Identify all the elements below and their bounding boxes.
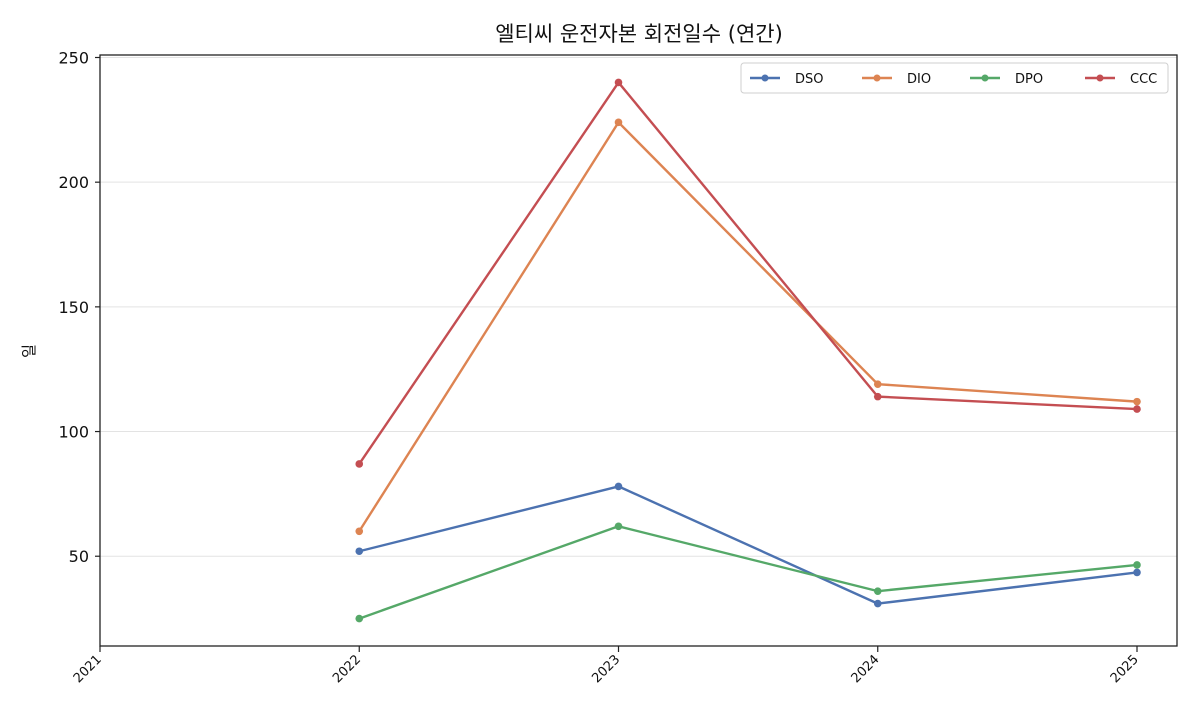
data-point-dio-2024 bbox=[873, 380, 882, 388]
data-point-dso-2022 bbox=[355, 547, 364, 556]
legend-marker-dpo bbox=[981, 74, 989, 82]
legend: DSO DIO DPO CCC bbox=[740, 62, 1169, 94]
series-ccc bbox=[355, 78, 1141, 468]
series-layer bbox=[355, 78, 1141, 623]
data-point-dpo-2023 bbox=[614, 522, 623, 531]
data-point-ccc-2022 bbox=[355, 460, 364, 468]
series-line-dpo bbox=[358, 525, 1138, 620]
x-tick-label-2023: 2023 bbox=[589, 652, 623, 686]
data-point-dio-2025 bbox=[1133, 397, 1141, 406]
y-axis-ticks: 50 100 150 200 250 bbox=[58, 48, 100, 566]
y-tick-label-100: 100 bbox=[58, 423, 89, 442]
x-tick-label-2024: 2024 bbox=[849, 652, 883, 686]
y-tick-label-250: 250 bbox=[58, 48, 89, 67]
legend-marker-dio bbox=[873, 74, 881, 82]
y-axis-label: 일 bbox=[20, 344, 38, 358]
data-point-dso-2025 bbox=[1133, 568, 1141, 577]
series-line-ccc bbox=[358, 81, 1138, 465]
y-tick-label-150: 150 bbox=[58, 298, 89, 317]
series-dso bbox=[355, 482, 1141, 608]
legend-box bbox=[740, 62, 1169, 94]
x-tick-label-2021: 2021 bbox=[71, 652, 105, 686]
data-point-dpo-2022 bbox=[355, 614, 364, 623]
chart-title: 엘티씨 운전자본 회전일수 (연간) bbox=[495, 22, 783, 46]
series-dio bbox=[355, 118, 1141, 536]
y-tick-label-200: 200 bbox=[58, 173, 89, 192]
gridlines bbox=[100, 56, 1177, 557]
data-point-dpo-2024 bbox=[873, 587, 882, 595]
legend-marker-ccc bbox=[1096, 74, 1104, 82]
legend-item-dio: DIO bbox=[862, 72, 931, 87]
series-line-dso bbox=[358, 485, 1138, 605]
data-point-dio-2023 bbox=[614, 118, 623, 127]
legend-label-dio: DIO bbox=[907, 72, 931, 87]
plot-frame bbox=[99, 54, 1178, 647]
x-tick-label-2025: 2025 bbox=[1108, 652, 1142, 686]
legend-marker-dso bbox=[761, 74, 769, 82]
data-point-dso-2023 bbox=[614, 482, 623, 491]
data-point-ccc-2023 bbox=[614, 78, 623, 87]
data-point-ccc-2024 bbox=[873, 392, 882, 401]
legend-item-dso: DSO bbox=[750, 72, 824, 87]
data-point-dso-2024 bbox=[873, 599, 882, 608]
x-axis-ticks: 2021 2022 2023 2024 2025 bbox=[71, 646, 1142, 686]
data-point-dpo-2025 bbox=[1133, 561, 1141, 569]
legend-item-ccc: CCC bbox=[1085, 72, 1157, 87]
legend-label-dpo: DPO bbox=[1015, 72, 1043, 87]
data-point-ccc-2025 bbox=[1133, 405, 1141, 413]
y-tick-label-50: 50 bbox=[69, 547, 89, 566]
legend-label-dso: DSO bbox=[795, 72, 824, 87]
x-tick-label-2022: 2022 bbox=[330, 652, 364, 686]
data-point-dio-2022 bbox=[355, 527, 364, 536]
series-line-dio bbox=[358, 121, 1138, 532]
legend-item-dpo: DPO bbox=[970, 72, 1043, 87]
legend-label-ccc: CCC bbox=[1130, 72, 1157, 87]
series-dpo bbox=[355, 522, 1141, 623]
